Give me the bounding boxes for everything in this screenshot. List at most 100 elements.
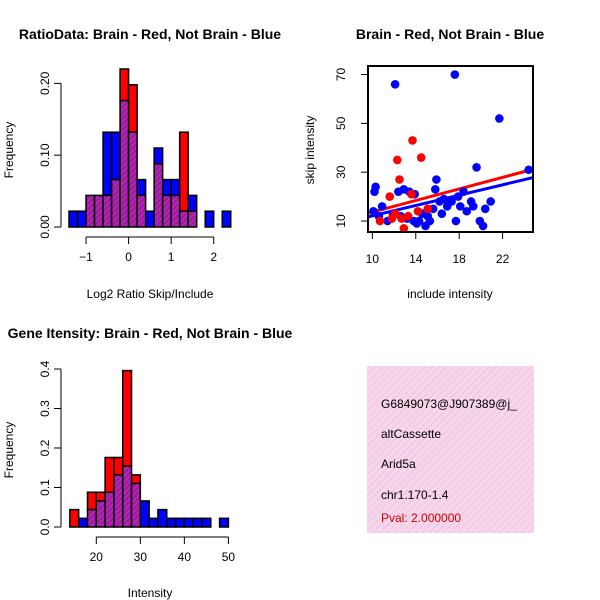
ratio-bar-brain <box>119 68 130 102</box>
ratio-histogram-axes: −1 0 1 2 0.00 0.10 0.20 <box>38 71 217 264</box>
scatter-box <box>367 65 534 233</box>
ratio-histogram-bars <box>68 68 232 228</box>
intensity-scatter: Brain - Red, Not Brain - Blue 10 14 18 2210… <box>303 26 544 301</box>
ratio-y-tick-label: 0.10 <box>38 143 52 167</box>
ratio-bar-overlap <box>153 163 164 228</box>
scatter-y-tick-label: 50 <box>334 116 348 130</box>
info-gene-name: Arid5a <box>381 457 416 471</box>
ratio-bar-not-brain <box>153 147 164 165</box>
scatter-point-brain <box>393 155 402 165</box>
scatter-point-not-brain <box>486 197 495 206</box>
ratio-bar-overlap <box>119 99 130 228</box>
ratio-bar-overlap <box>85 194 96 228</box>
intensity-x-tick-label: 30 <box>134 550 148 564</box>
intensity-histogram-bars <box>69 369 230 528</box>
ratio-bar-overlap <box>178 210 189 228</box>
scatter-point-brain <box>413 206 423 216</box>
ratio-y-tick-label: 0.00 <box>38 215 52 239</box>
ratio-bar-overlap <box>110 178 121 228</box>
ratio-bar-not-brain <box>110 131 121 181</box>
ratio-bar-not-brain <box>144 210 155 228</box>
intensity-histogram-ylabel: Frequency <box>2 422 16 479</box>
intensity-bar-overlap <box>130 482 142 528</box>
intensity-bar-overlap <box>113 474 124 528</box>
scatter-ylabel: skip intensity <box>303 116 317 185</box>
scatter-axes: 10 14 18 22 10 30 50 70 <box>334 68 510 266</box>
scatter-point-brain <box>403 211 413 221</box>
intensity-y-tick-label: 0.0 <box>38 518 52 535</box>
ratio-bar-overlap <box>102 194 113 228</box>
scatter-y-tick-label: 70 <box>334 68 348 82</box>
scatter-point-not-brain <box>437 209 447 218</box>
ratio-bar-overlap <box>187 210 198 228</box>
intensity-bar-not-brain <box>201 517 212 528</box>
ratio-x-tick-label: 1 <box>168 250 175 264</box>
scatter-point-not-brain <box>451 216 461 226</box>
ratio-x-tick-label: −1 <box>79 250 93 264</box>
ratio-bar-overlap <box>93 194 104 228</box>
intensity-histogram: Gene Itensity: Brain - Red, Not Brain - … <box>2 325 293 600</box>
scatter-y-tick-label: 10 <box>334 214 348 228</box>
scatter-point-not-brain <box>524 165 533 175</box>
scatter-point-not-brain <box>431 184 440 194</box>
scatter-point-not-brain <box>377 202 387 211</box>
scatter-point-brain <box>395 175 404 184</box>
scatter-y-tick-label: 30 <box>334 165 348 179</box>
intensity-bar-not-brain <box>174 517 186 528</box>
ratio-bar-not-brain <box>221 210 232 228</box>
intensity-bar-brain <box>130 474 142 485</box>
ratio-histogram-ylabel: Frequency <box>2 122 16 179</box>
ratio-bar-brain <box>178 131 189 212</box>
scatter-point-not-brain <box>439 194 449 204</box>
intensity-histogram-xlabel: Intensity <box>128 586 173 600</box>
intensity-bar-not-brain <box>218 517 230 528</box>
info-panel-background <box>367 366 534 533</box>
ratio-bar-overlap <box>136 194 147 228</box>
intensity-bar-not-brain <box>166 517 177 528</box>
ratio-bar-not-brain <box>136 178 147 197</box>
intensity-y-tick-label: 0.2 <box>38 439 52 456</box>
ratio-histogram: RatioData: Brain - Red, Not Brain - Blue… <box>2 26 281 301</box>
scatter-point-brain <box>390 209 400 218</box>
scatter-point-brain <box>397 214 406 223</box>
scatter-point-not-brain <box>472 163 481 172</box>
intensity-bar-overlap <box>104 491 115 528</box>
scatter-point-not-brain <box>447 197 456 206</box>
scatter-point-brain <box>408 136 417 145</box>
scatter-point-brain <box>423 204 433 214</box>
scatter-point-brain <box>399 224 409 232</box>
ratio-bar-brain <box>127 84 138 133</box>
scatter-point-not-brain <box>459 187 468 197</box>
ratio-x-tick-label: 0 <box>125 250 132 264</box>
intensity-bar-overlap <box>86 508 98 528</box>
ratio-y-tick-label: 0.20 <box>38 71 52 95</box>
intensity-bar-overlap <box>121 465 133 528</box>
scatter-x-tick-label: 10 <box>366 252 380 266</box>
ratio-bar-not-brain <box>161 178 172 197</box>
intensity-bar-not-brain <box>157 508 168 528</box>
ratio-bar-not-brain <box>170 178 181 197</box>
intensity-x-tick-label: 50 <box>222 550 236 564</box>
intensity-bar-brain <box>86 491 98 511</box>
scatter-point-not-brain <box>462 206 472 216</box>
ratio-x-tick-label: 2 <box>210 250 217 264</box>
scatter-points <box>368 70 533 232</box>
ratio-bar-overlap <box>161 194 172 228</box>
scatter-title: Brain - Red, Not Brain - Blue <box>356 26 544 42</box>
scatter-point-brain <box>385 192 395 201</box>
scatter-point-brain <box>416 153 426 162</box>
info-panel: G6849073@J907389@j_ altCassette Arid5a c… <box>367 366 534 533</box>
scatter-x-tick-label: 18 <box>453 252 467 266</box>
scatter-point-not-brain <box>495 114 504 123</box>
intensity-bar-not-brain <box>139 500 150 528</box>
intensity-histogram-title: Gene Itensity: Brain - Red, Not Brain - … <box>8 325 293 341</box>
info-event-type: altCassette <box>381 427 441 441</box>
scatter-point-not-brain <box>425 216 435 226</box>
intensity-bar-not-brain <box>77 517 89 528</box>
scatter-point-not-brain <box>414 216 424 226</box>
intensity-y-tick-label: 0.3 <box>38 400 52 417</box>
ratio-bar-not-brain <box>68 210 79 228</box>
info-event-id: G6849073@J907389@j_ <box>381 397 517 411</box>
intensity-y-tick-label: 0.1 <box>38 479 52 496</box>
